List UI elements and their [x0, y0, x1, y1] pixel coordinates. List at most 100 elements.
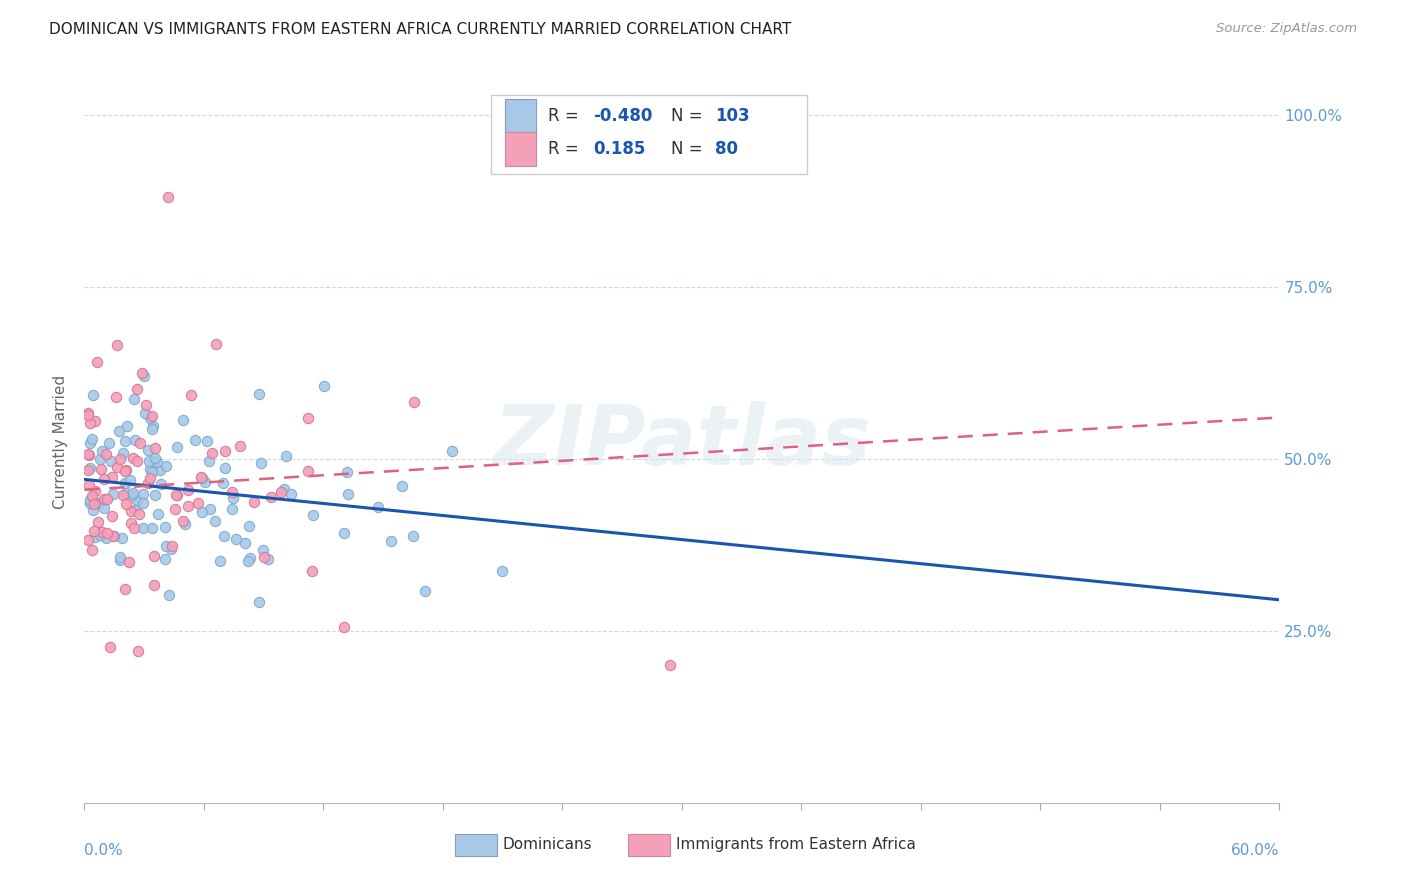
Y-axis label: Currently Married: Currently Married — [52, 375, 67, 508]
Point — [141, 521, 163, 535]
Point — [121, 488, 143, 502]
Point — [312, 379, 335, 393]
Point — [187, 496, 209, 510]
Point — [115, 463, 138, 477]
Point — [440, 443, 463, 458]
Text: 0.0%: 0.0% — [84, 843, 124, 857]
Point — [190, 471, 212, 485]
Point — [101, 487, 124, 501]
Point — [141, 465, 163, 479]
Text: Source: ZipAtlas.com: Source: ZipAtlas.com — [1216, 22, 1357, 36]
Point — [96, 526, 118, 541]
Point — [172, 413, 194, 427]
Point — [198, 454, 221, 468]
Point — [276, 449, 298, 463]
Point — [301, 508, 323, 522]
Point — [658, 658, 681, 673]
Point — [127, 644, 149, 658]
Point — [132, 487, 155, 501]
Bar — [505, 99, 536, 134]
Point — [114, 434, 136, 448]
Point — [252, 543, 274, 558]
Point — [391, 479, 413, 493]
Point — [149, 477, 172, 491]
Point — [190, 470, 212, 484]
FancyBboxPatch shape — [491, 95, 807, 174]
Point — [141, 422, 163, 436]
Bar — [456, 834, 496, 855]
Point — [143, 450, 166, 465]
Point — [194, 475, 217, 489]
Point — [212, 529, 235, 543]
Point — [160, 539, 183, 553]
Point — [333, 620, 356, 634]
Point — [166, 441, 188, 455]
Point — [114, 486, 136, 500]
Point — [80, 494, 103, 508]
Point — [172, 514, 194, 528]
Point — [229, 439, 252, 453]
Point — [214, 444, 236, 458]
Point — [96, 491, 118, 506]
Point — [250, 456, 273, 470]
Point — [96, 531, 118, 545]
Point — [87, 515, 110, 529]
Point — [77, 477, 100, 491]
Point — [82, 387, 104, 401]
Point — [93, 472, 115, 486]
Point — [139, 471, 162, 485]
Point — [100, 453, 122, 467]
Text: DOMINICAN VS IMMIGRANTS FROM EASTERN AFRICA CURRENTLY MARRIED CORRELATION CHART: DOMINICAN VS IMMIGRANTS FROM EASTERN AFR… — [49, 22, 792, 37]
Point — [157, 588, 180, 602]
Point — [89, 496, 111, 510]
Text: R =: R = — [548, 140, 583, 158]
Point — [141, 409, 163, 424]
Point — [155, 539, 177, 553]
Point — [77, 463, 100, 477]
Point — [77, 447, 100, 461]
Point — [301, 564, 323, 578]
Point — [107, 424, 129, 438]
Point — [134, 406, 156, 420]
Text: -0.480: -0.480 — [593, 107, 652, 126]
Point — [131, 366, 153, 380]
Text: N =: N = — [671, 140, 709, 158]
Point — [86, 355, 108, 369]
Point — [117, 419, 139, 434]
Point — [82, 503, 104, 517]
Point — [247, 386, 270, 401]
Point — [83, 524, 105, 539]
Point — [103, 529, 125, 543]
Point — [242, 495, 264, 509]
Point — [124, 503, 146, 517]
Point — [239, 551, 262, 566]
Point — [236, 554, 259, 568]
Point — [205, 336, 228, 351]
Point — [105, 460, 128, 475]
Text: N =: N = — [671, 107, 709, 126]
Point — [380, 533, 402, 548]
Point — [139, 410, 162, 425]
Point — [121, 485, 143, 500]
Point — [148, 508, 170, 522]
Point — [136, 476, 159, 491]
Point — [125, 493, 148, 508]
Point — [82, 432, 104, 446]
Bar — [628, 834, 671, 855]
Point — [177, 483, 200, 497]
Point — [208, 553, 231, 567]
Point — [77, 533, 100, 548]
Point — [142, 578, 165, 592]
Point — [89, 528, 111, 542]
Point — [84, 484, 107, 499]
Text: 103: 103 — [716, 107, 749, 126]
Point — [402, 395, 425, 409]
Point — [80, 542, 103, 557]
Point — [211, 475, 233, 490]
Text: Dominicans: Dominicans — [503, 838, 592, 852]
Point — [191, 505, 214, 519]
Point — [108, 550, 131, 565]
Point — [98, 436, 121, 450]
Point — [221, 484, 243, 499]
Point — [122, 450, 145, 465]
